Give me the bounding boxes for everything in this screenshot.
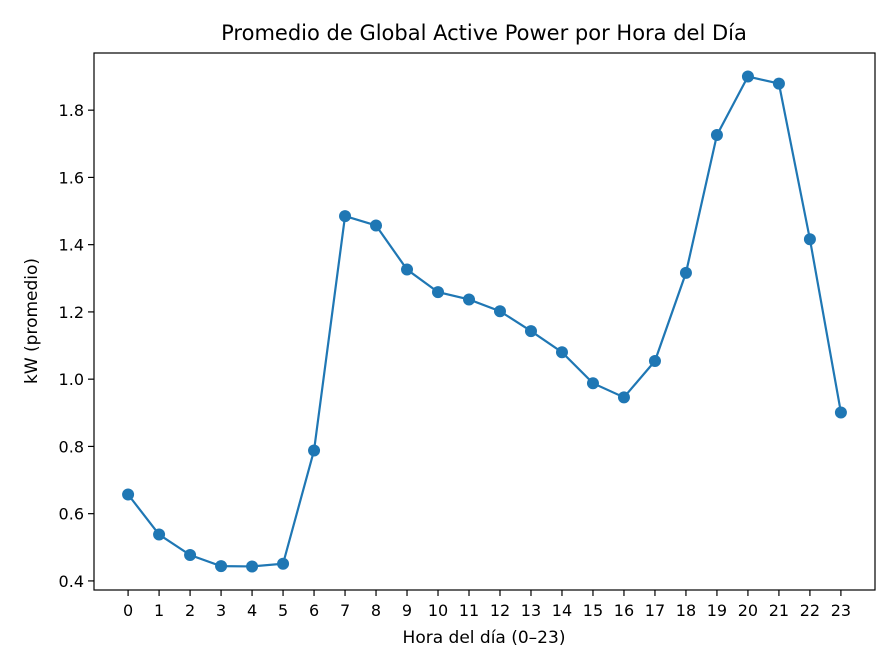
data-point xyxy=(246,560,259,573)
data-point xyxy=(803,233,816,246)
x-tick-label: 17 xyxy=(645,601,665,620)
x-tick-label: 2 xyxy=(185,601,195,620)
x-tick-label: 4 xyxy=(247,601,257,620)
x-tick-label: 0 xyxy=(123,601,133,620)
x-tick-label: 6 xyxy=(309,601,319,620)
y-tick-label: 1.2 xyxy=(59,303,84,322)
chart-title: Promedio de Global Active Power por Hora… xyxy=(221,21,747,45)
x-tick-label: 1 xyxy=(154,601,164,620)
x-tick-label: 3 xyxy=(216,601,226,620)
data-point xyxy=(586,377,599,390)
x-tick-label: 13 xyxy=(521,601,541,620)
x-tick-label: 18 xyxy=(676,601,696,620)
data-point xyxy=(401,263,414,276)
y-tick-label: 1.4 xyxy=(59,236,84,255)
x-tick-label: 12 xyxy=(490,601,510,620)
x-tick-label: 15 xyxy=(583,601,603,620)
data-point xyxy=(710,129,723,142)
x-tick-label: 22 xyxy=(800,601,820,620)
data-point xyxy=(617,391,630,404)
y-tick-label: 0.4 xyxy=(59,572,84,591)
data-point xyxy=(772,77,785,90)
x-tick-label: 7 xyxy=(340,601,350,620)
x-tick-label: 5 xyxy=(278,601,288,620)
data-point xyxy=(153,528,166,541)
x-tick-label: 10 xyxy=(428,601,448,620)
data-point xyxy=(834,406,847,419)
data-point xyxy=(648,355,661,368)
data-point xyxy=(463,293,476,306)
x-tick-label: 14 xyxy=(552,601,572,620)
x-tick-label: 11 xyxy=(459,601,479,620)
data-point xyxy=(122,488,135,501)
x-tick-label: 9 xyxy=(402,601,412,620)
data-point xyxy=(679,266,692,279)
y-tick-label: 1.8 xyxy=(59,101,84,120)
data-point xyxy=(215,560,228,573)
y-tick-label: 0.6 xyxy=(59,505,84,524)
y-tick-label: 1.0 xyxy=(59,370,84,389)
data-point xyxy=(339,210,352,223)
y-axis-label: kW (promedio) xyxy=(22,258,42,384)
data-point xyxy=(184,549,197,562)
data-point xyxy=(524,325,537,338)
x-tick-label: 20 xyxy=(738,601,758,620)
plot-frame xyxy=(93,52,876,591)
data-point xyxy=(277,557,290,570)
x-tick-label: 16 xyxy=(614,601,634,620)
x-tick-label: 23 xyxy=(831,601,851,620)
x-tick-label: 19 xyxy=(707,601,727,620)
y-tick-label: 1.6 xyxy=(59,168,84,187)
x-tick-label: 21 xyxy=(769,601,789,620)
data-point xyxy=(308,444,321,457)
data-point xyxy=(555,346,568,359)
x-tick-label: 8 xyxy=(371,601,381,620)
y-tick-label: 0.8 xyxy=(59,437,84,456)
x-axis-label: Hora del día (0–23) xyxy=(403,628,566,648)
data-point xyxy=(741,70,754,83)
series-points xyxy=(122,70,847,573)
data-point xyxy=(432,286,445,299)
x-axis-ticks: 0 1 2 3 4 5 6 7 8 9 10 11 12 13 14 15 16 17 18 19 20 21 22 23 xyxy=(123,590,851,620)
y-axis-ticks: 0.4 0.6 0.8 1.0 1.2 1.4 1.6 1.8 xyxy=(59,101,94,591)
data-point xyxy=(493,305,506,318)
data-point xyxy=(370,219,383,232)
series-line xyxy=(127,75,842,568)
